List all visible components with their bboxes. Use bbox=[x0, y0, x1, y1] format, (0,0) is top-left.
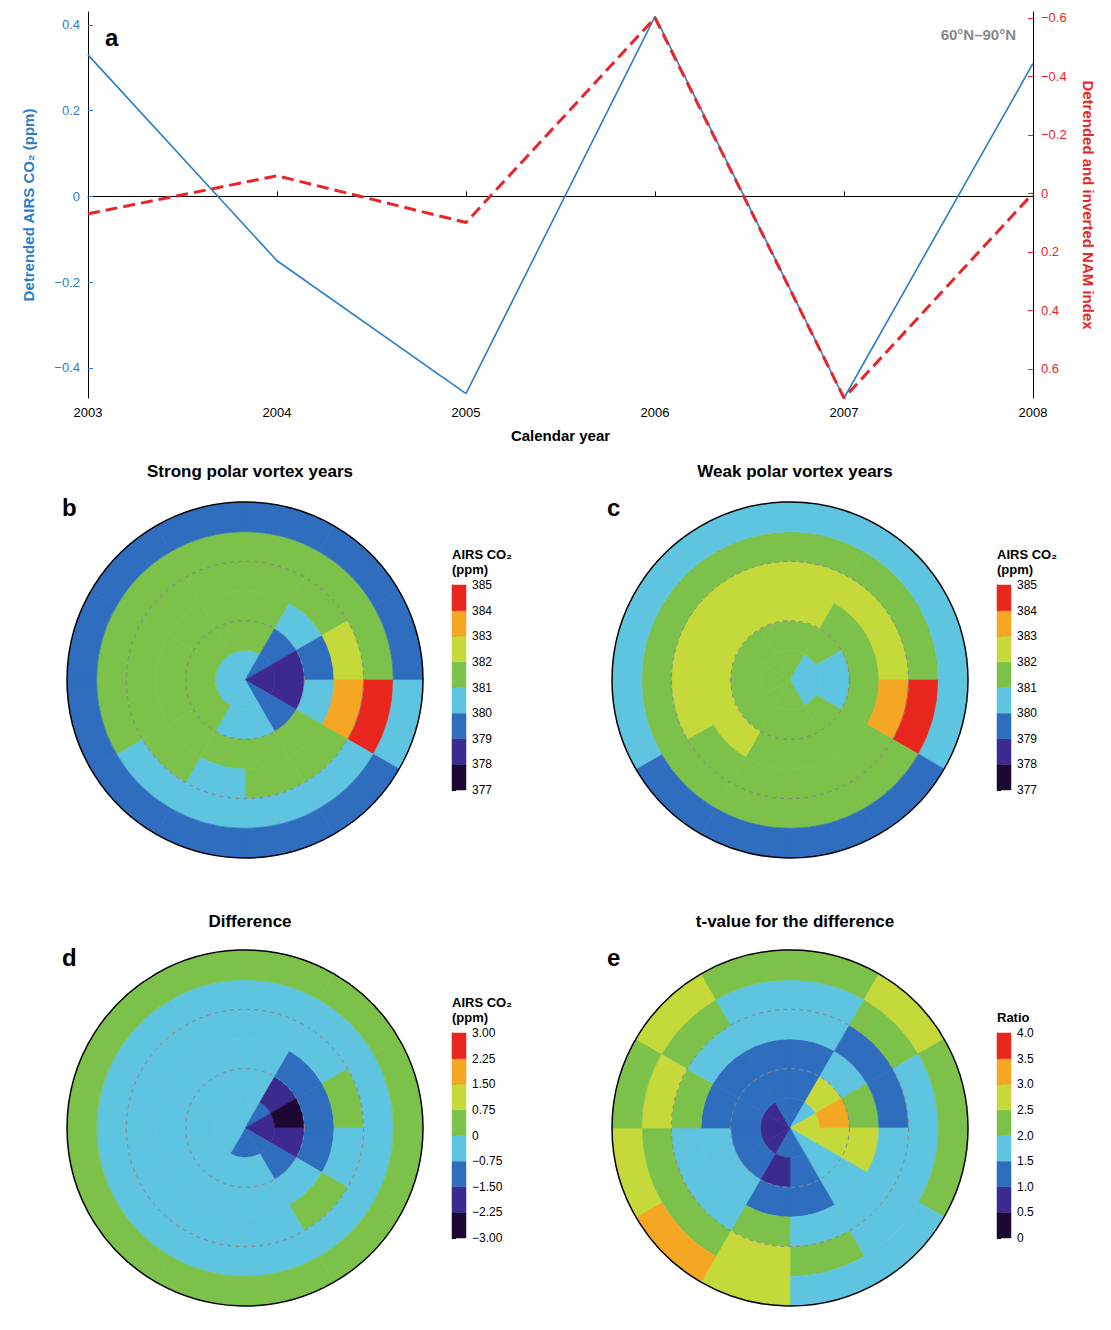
svg-text:0: 0 bbox=[1017, 1231, 1024, 1245]
svg-text:385: 385 bbox=[472, 578, 492, 592]
svg-text:377: 377 bbox=[472, 783, 492, 797]
svg-text:0.4: 0.4 bbox=[62, 17, 80, 32]
svg-text:(ppm): (ppm) bbox=[997, 562, 1033, 577]
svg-text:383: 383 bbox=[1017, 629, 1037, 643]
svg-text:384: 384 bbox=[472, 604, 492, 618]
svg-text:a: a bbox=[105, 24, 119, 51]
svg-text:AIRS CO₂: AIRS CO₂ bbox=[997, 547, 1057, 562]
svg-text:1.0: 1.0 bbox=[1017, 1180, 1034, 1194]
svg-text:380: 380 bbox=[472, 706, 492, 720]
svg-text:382: 382 bbox=[472, 655, 492, 669]
svg-text:2003: 2003 bbox=[74, 405, 103, 420]
svg-text:379: 379 bbox=[1017, 732, 1037, 746]
svg-text:383: 383 bbox=[472, 629, 492, 643]
svg-text:2.0: 2.0 bbox=[1017, 1129, 1034, 1143]
svg-text:381: 381 bbox=[472, 681, 492, 695]
svg-text:AIRS CO₂: AIRS CO₂ bbox=[452, 995, 512, 1010]
svg-text:4.0: 4.0 bbox=[1017, 1026, 1034, 1040]
svg-text:t-value for the difference: t-value for the difference bbox=[696, 912, 894, 931]
svg-text:2008: 2008 bbox=[1019, 405, 1048, 420]
svg-text:Difference: Difference bbox=[208, 912, 291, 931]
svg-text:Detrended and inverted NAM ind: Detrended and inverted NAM index bbox=[1080, 80, 1097, 330]
svg-text:c: c bbox=[607, 494, 620, 521]
svg-text:Calendar year: Calendar year bbox=[511, 427, 610, 444]
svg-text:384: 384 bbox=[1017, 604, 1037, 618]
svg-text:Detrended AIRS CO₂ (ppm): Detrended AIRS CO₂ (ppm) bbox=[20, 109, 37, 302]
svg-text:−0.4: −0.4 bbox=[1041, 69, 1067, 84]
svg-text:3.00: 3.00 bbox=[472, 1026, 496, 1040]
svg-text:0: 0 bbox=[472, 1129, 479, 1143]
svg-text:2005: 2005 bbox=[452, 405, 481, 420]
svg-text:(ppm): (ppm) bbox=[452, 1010, 488, 1025]
svg-text:0.75: 0.75 bbox=[472, 1103, 496, 1117]
svg-text:−3.00: −3.00 bbox=[472, 1231, 503, 1245]
svg-text:0.2: 0.2 bbox=[1041, 244, 1059, 259]
svg-text:378: 378 bbox=[472, 757, 492, 771]
svg-text:3.5: 3.5 bbox=[1017, 1052, 1034, 1066]
svg-text:2.5: 2.5 bbox=[1017, 1103, 1034, 1117]
svg-text:1.50: 1.50 bbox=[472, 1077, 496, 1091]
svg-text:−0.2: −0.2 bbox=[1041, 127, 1067, 142]
svg-text:Weak polar vortex years: Weak polar vortex years bbox=[697, 462, 892, 481]
svg-text:380: 380 bbox=[1017, 706, 1037, 720]
svg-text:AIRS CO₂: AIRS CO₂ bbox=[452, 547, 512, 562]
svg-text:−0.6: −0.6 bbox=[1041, 10, 1067, 25]
svg-text:0.5: 0.5 bbox=[1017, 1205, 1034, 1219]
svg-text:3.0: 3.0 bbox=[1017, 1077, 1034, 1091]
svg-text:381: 381 bbox=[1017, 681, 1037, 695]
svg-text:377: 377 bbox=[1017, 783, 1037, 797]
svg-text:2.25: 2.25 bbox=[472, 1052, 496, 1066]
svg-text:60°N–90°N: 60°N–90°N bbox=[941, 26, 1016, 43]
svg-text:1.5: 1.5 bbox=[1017, 1154, 1034, 1168]
svg-text:−0.4: −0.4 bbox=[54, 360, 80, 375]
svg-text:−0.2: −0.2 bbox=[54, 275, 80, 290]
svg-text:0: 0 bbox=[1041, 186, 1048, 201]
svg-text:0.4: 0.4 bbox=[1041, 303, 1059, 318]
svg-text:(ppm): (ppm) bbox=[452, 562, 488, 577]
svg-text:379: 379 bbox=[472, 732, 492, 746]
svg-text:Ratio: Ratio bbox=[997, 1010, 1030, 1025]
svg-text:385: 385 bbox=[1017, 578, 1037, 592]
svg-text:378: 378 bbox=[1017, 757, 1037, 771]
svg-text:Strong polar vortex years: Strong polar vortex years bbox=[147, 462, 353, 481]
svg-text:0.6: 0.6 bbox=[1041, 361, 1059, 376]
svg-text:b: b bbox=[62, 494, 77, 521]
svg-text:d: d bbox=[62, 944, 77, 971]
svg-text:2006: 2006 bbox=[641, 405, 670, 420]
svg-text:0: 0 bbox=[73, 189, 80, 204]
svg-text:e: e bbox=[607, 944, 620, 971]
svg-text:2007: 2007 bbox=[830, 405, 859, 420]
svg-text:−1.50: −1.50 bbox=[472, 1180, 503, 1194]
svg-text:−2.25: −2.25 bbox=[472, 1205, 503, 1219]
svg-text:−0.75: −0.75 bbox=[472, 1154, 503, 1168]
svg-text:0.2: 0.2 bbox=[62, 103, 80, 118]
svg-text:382: 382 bbox=[1017, 655, 1037, 669]
svg-text:2004: 2004 bbox=[263, 405, 292, 420]
